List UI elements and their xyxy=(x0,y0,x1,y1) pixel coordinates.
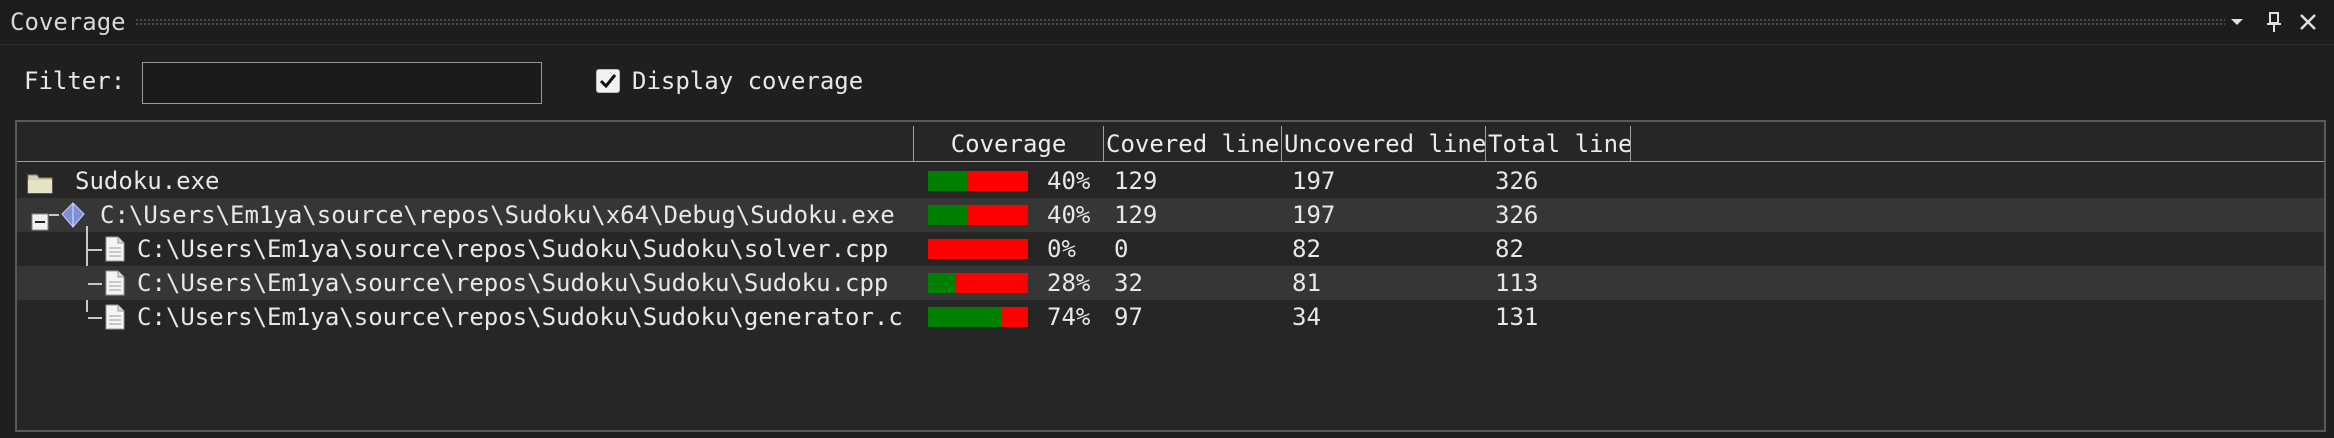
panel-title: Coverage xyxy=(10,8,126,36)
module-icon xyxy=(61,202,85,237)
checkmark-icon xyxy=(599,74,617,89)
uncovered-line-value: 197 xyxy=(1292,201,1336,229)
table-row[interactable]: C:\Users\Em1ya\source\repos\Sudoku\Sudok… xyxy=(17,300,2324,334)
tree-connector xyxy=(88,317,102,319)
column-header-name[interactable] xyxy=(17,126,914,162)
coverage-percent: 0% xyxy=(1047,235,1076,263)
column-header-coverage[interactable]: Coverage xyxy=(914,126,1104,162)
titlebar-grip xyxy=(135,18,2225,26)
row-name: C:\Users\Em1ya\source\repos\Sudoku\Sudok… xyxy=(137,235,889,263)
tree-connector xyxy=(88,249,102,251)
uncovered-line-value: 34 xyxy=(1292,303,1321,331)
uncovered-line-value: 82 xyxy=(1292,235,1321,263)
tree-connector xyxy=(49,214,59,216)
total-line-value: 82 xyxy=(1495,235,1524,263)
coverage-bar xyxy=(928,205,1028,225)
row-name: C:\Users\Em1ya\source\repos\Sudoku\x64\D… xyxy=(100,201,895,229)
coverage-bar xyxy=(928,239,1028,259)
table-row[interactable]: C:\Users\Em1ya\source\repos\Sudoku\Sudok… xyxy=(17,232,2324,266)
filter-input[interactable] xyxy=(142,62,542,104)
coverage-bar xyxy=(928,171,1028,191)
pin-icon[interactable] xyxy=(2259,6,2289,38)
total-line-value: 113 xyxy=(1495,269,1539,297)
file-icon xyxy=(105,304,125,339)
column-header-total-line[interactable]: Total line xyxy=(1486,126,1631,162)
covered-line-value: 97 xyxy=(1114,303,1143,331)
coverage-table: Coverage Covered line Uncovered line Tot… xyxy=(15,120,2326,432)
table-row[interactable]: C:\Users\Em1ya\source\repos\Sudoku\Sudok… xyxy=(17,266,2324,300)
coverage-bar xyxy=(928,307,1028,327)
coverage-bar-fill xyxy=(928,205,968,225)
file-icon xyxy=(105,236,125,271)
dropdown-arrow-icon[interactable] xyxy=(2222,6,2252,38)
row-name: Sudoku.exe xyxy=(75,167,220,195)
folder-icon xyxy=(27,169,53,203)
coverage-percent: 28% xyxy=(1047,269,1091,297)
row-name: C:\Users\Em1ya\source\repos\Sudoku\Sudok… xyxy=(137,303,903,331)
display-coverage-label[interactable]: Display coverage xyxy=(632,67,864,95)
table-header: Coverage Covered line Uncovered line Tot… xyxy=(17,126,2324,162)
panel-titlebar: Coverage xyxy=(0,0,2334,45)
tree-connector xyxy=(88,283,102,285)
table-row[interactable]: Sudoku.exe 40% 129 197 326 xyxy=(17,164,2324,198)
coverage-bar xyxy=(928,273,1028,293)
column-header-covered-line[interactable]: Covered line xyxy=(1104,126,1282,162)
coverage-percent: 40% xyxy=(1047,201,1091,229)
coverage-bar-fill xyxy=(928,171,968,191)
display-coverage-checkbox[interactable] xyxy=(596,69,620,93)
column-header-uncovered-line[interactable]: Uncovered line xyxy=(1282,126,1486,162)
covered-line-value: 32 xyxy=(1114,269,1143,297)
coverage-bar-fill xyxy=(928,273,956,293)
filter-label: Filter: xyxy=(24,67,126,95)
table-row[interactable]: C:\Users\Em1ya\source\repos\Sudoku\x64\D… xyxy=(17,198,2324,232)
filter-toolbar: Filter: Display coverage xyxy=(0,55,2334,107)
covered-line-value: 0 xyxy=(1114,235,1129,263)
coverage-bar-fill xyxy=(928,307,1002,327)
uncovered-line-value: 197 xyxy=(1292,167,1336,195)
collapse-toggle-icon[interactable] xyxy=(31,206,49,240)
file-icon xyxy=(105,270,125,305)
total-line-value: 131 xyxy=(1495,303,1539,331)
covered-line-value: 129 xyxy=(1114,201,1158,229)
uncovered-line-value: 81 xyxy=(1292,269,1321,297)
row-name: C:\Users\Em1ya\source\repos\Sudoku\Sudok… xyxy=(137,269,889,297)
coverage-percent: 74% xyxy=(1047,303,1091,331)
close-icon[interactable] xyxy=(2293,6,2323,38)
total-line-value: 326 xyxy=(1495,167,1539,195)
coverage-percent: 40% xyxy=(1047,167,1091,195)
total-line-value: 326 xyxy=(1495,201,1539,229)
covered-line-value: 129 xyxy=(1114,167,1158,195)
